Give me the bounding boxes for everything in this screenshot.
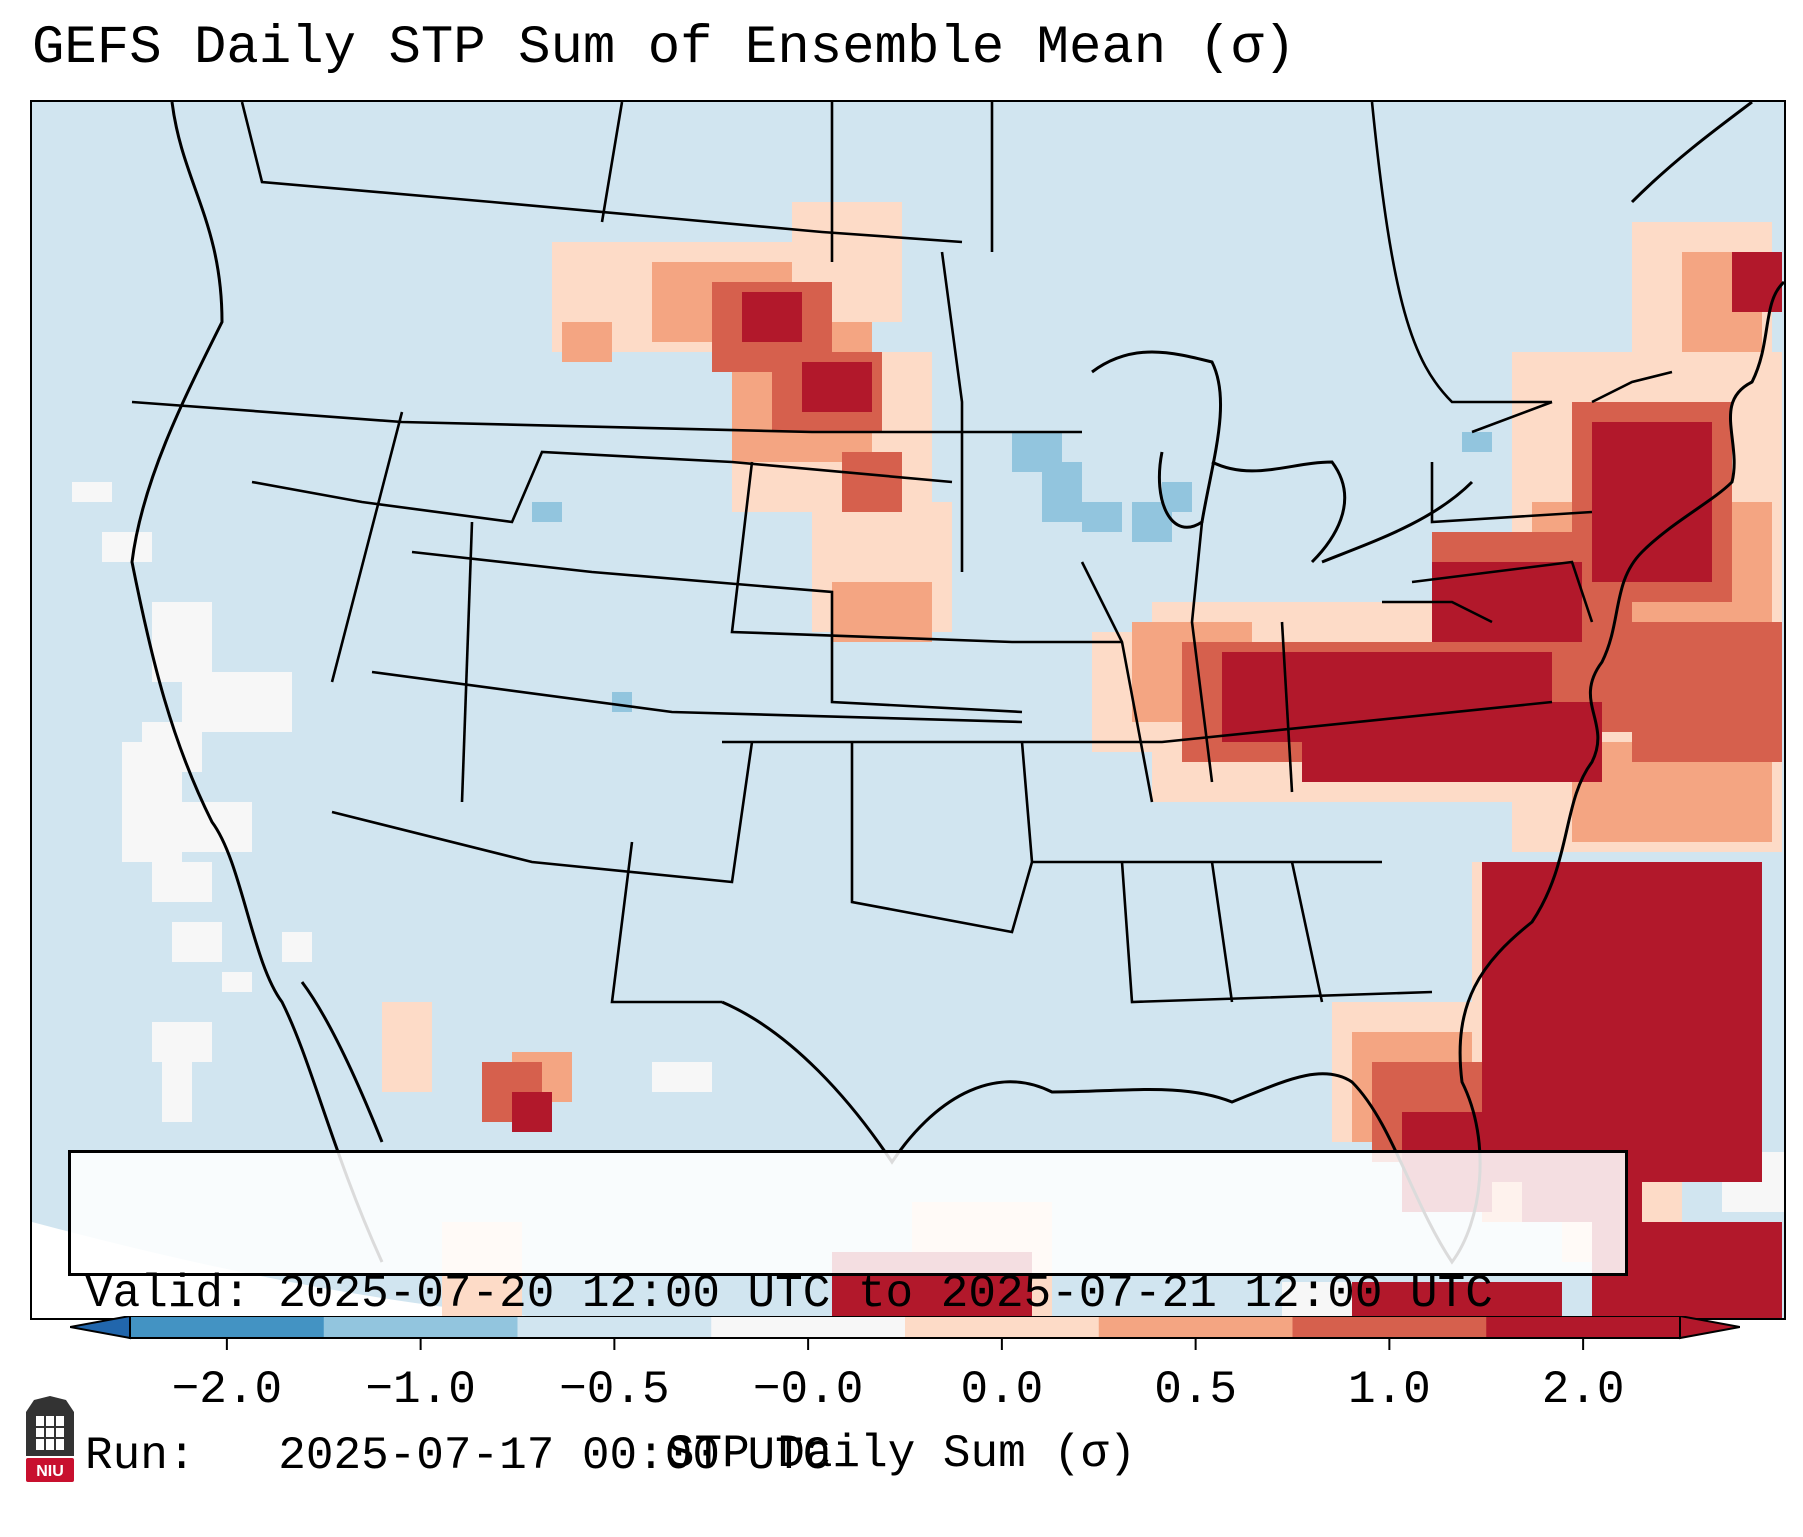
state-borders <box>131 102 1673 1004</box>
colorbar-bin <box>1098 1316 1293 1338</box>
colorbar-tick-label: −0.0 <box>752 1364 864 1416</box>
colorbar-extend-high <box>1679 1316 1740 1340</box>
logo-text: NIU <box>36 1463 64 1480</box>
colorbar-bin <box>1486 1316 1681 1338</box>
map-panel <box>30 100 1786 1320</box>
colorbar-bin <box>323 1316 518 1338</box>
colorbar-bin <box>130 1316 325 1338</box>
colorbar-tick-label: 1.0 <box>1347 1364 1431 1416</box>
colorbar-bin <box>711 1316 906 1338</box>
near-zero-patches <box>72 482 1784 1318</box>
colorbar-tick-label: 0.0 <box>960 1364 1044 1416</box>
colorbar-border <box>129 1316 1681 1339</box>
coastlines <box>130 102 1784 1265</box>
colorbar-tick-label: −0.5 <box>559 1364 670 1416</box>
valid-label: Valid: <box>85 1268 251 1320</box>
valid-time-box: Valid: 2025-07-20 12:00 UTC to 2025-07-2… <box>68 1150 1628 1482</box>
valid-value: 2025-07-20 12:00 UTC to 2025-07-21 12:00… <box>278 1268 1493 1320</box>
run-value: 2025-07-17 00:00 UTC <box>278 1430 831 1482</box>
colorbar-tick-label: 2.0 <box>1541 1364 1625 1416</box>
map-canvas <box>32 102 1784 1318</box>
colorbar-bin <box>905 1316 1100 1338</box>
map-title: GEFS Daily STP Sum of Ensemble Mean (σ) <box>32 18 1296 79</box>
run-label: Run: <box>85 1430 196 1482</box>
colorbar-bin <box>1292 1316 1487 1338</box>
colorbar-bin <box>517 1316 712 1338</box>
colorbar-label: STP Daily Sum (σ) <box>666 1428 1137 1480</box>
niu-logo: NIU <box>26 1396 74 1482</box>
colorbar-tick-label: 0.5 <box>1154 1364 1238 1416</box>
logo-badge <box>26 1458 74 1482</box>
run-line: Run: 2025-07-17 00:00 UTC <box>85 1429 1625 1483</box>
colorbar <box>70 1316 1740 1350</box>
colorbar-tick-label: −2.0 <box>171 1364 283 1416</box>
colorbar-tick-label: −1.0 <box>365 1364 476 1416</box>
valid-line: Valid: 2025-07-20 12:00 UTC to 2025-07-2… <box>85 1267 1625 1321</box>
domain-edge <box>32 1222 552 1318</box>
colorbar-extend-low <box>70 1316 131 1340</box>
